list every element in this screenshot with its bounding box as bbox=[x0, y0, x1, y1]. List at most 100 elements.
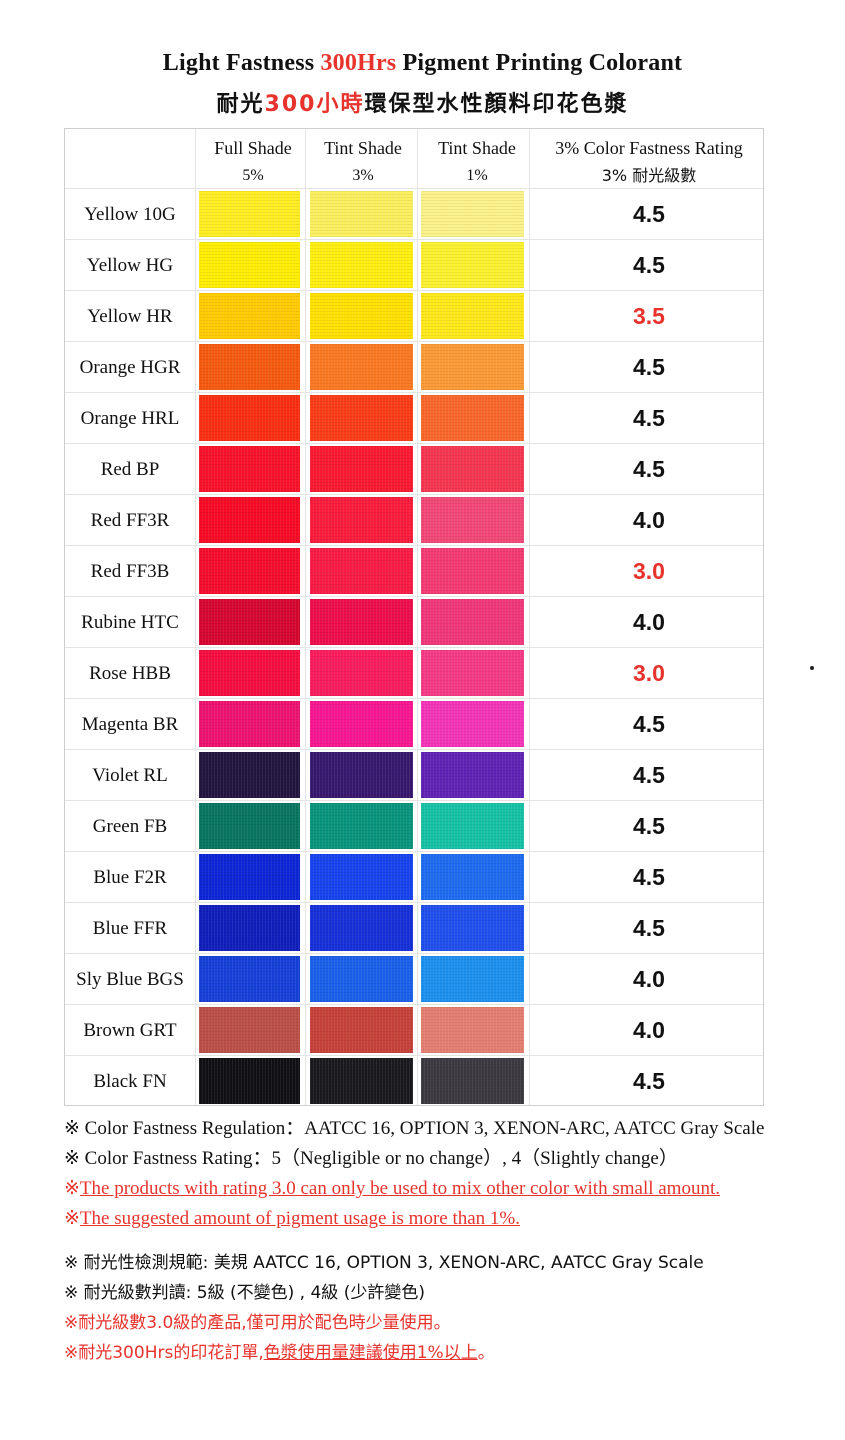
header-rating: 3% Color Fastness Rating 3% 耐光級數 bbox=[533, 134, 765, 194]
swatch-full-shade bbox=[199, 446, 300, 492]
title-zh-part1: 耐光 bbox=[216, 92, 265, 117]
table-row: Violet RL 4.5 bbox=[65, 750, 763, 801]
table-row: Red FF3R 4.0 bbox=[65, 495, 763, 546]
swatch-tint-1 bbox=[421, 191, 524, 237]
header-tint-shade-3-label: Tint Shade bbox=[324, 138, 402, 158]
column-divider bbox=[305, 129, 306, 1105]
fastness-rating: 4.5 bbox=[633, 252, 665, 278]
note-warning-usage: ※The suggested amount of pigment usage i… bbox=[64, 1204, 834, 1234]
swatch-full-shade bbox=[199, 497, 300, 543]
swatch-full-shade bbox=[199, 1058, 300, 1104]
title-en-part2: Pigment Printing Colorant bbox=[396, 50, 683, 76]
notes-section: ※ Color Fastness Regulation：AATCC 16, OP… bbox=[64, 1114, 834, 1368]
row-divider bbox=[65, 953, 763, 954]
swatch-tint-1 bbox=[421, 803, 524, 849]
swatch-full-shade bbox=[199, 956, 300, 1002]
swatch-tint-1 bbox=[421, 293, 524, 339]
swatch-tint-3 bbox=[310, 344, 413, 390]
swatch-tint-1 bbox=[421, 344, 524, 390]
fastness-rating: 4.0 bbox=[633, 507, 665, 533]
swatch-full-shade bbox=[199, 1007, 300, 1053]
swatch-tint-3 bbox=[310, 497, 413, 543]
fastness-rating: 4.5 bbox=[633, 864, 665, 890]
note-zh-warning-usage: ※耐光300Hrs的印花訂單,色漿使用量建議使用1%以上。 bbox=[64, 1338, 834, 1368]
header-full-shade-label: Full Shade bbox=[214, 138, 292, 158]
row-divider bbox=[65, 902, 763, 903]
row-divider bbox=[65, 647, 763, 648]
swatch-tint-3 bbox=[310, 293, 413, 339]
fastness-rating: 4.5 bbox=[633, 915, 665, 941]
fastness-rating: 4.5 bbox=[633, 354, 665, 380]
fastness-rating: 3.0 bbox=[633, 660, 665, 686]
row-divider bbox=[65, 698, 763, 699]
swatch-tint-3 bbox=[310, 701, 413, 747]
table-row: Green FB 4.5 bbox=[65, 801, 763, 852]
swatch-tint-3 bbox=[310, 650, 413, 696]
table-row: Orange HRL 4.5 bbox=[65, 393, 763, 444]
swatch-tint-3 bbox=[310, 905, 413, 951]
swatch-full-shade bbox=[199, 752, 300, 798]
header-tint-shade-3: Tint Shade 3% bbox=[305, 134, 421, 194]
row-divider bbox=[65, 239, 763, 240]
table-row: Rubine HTC 4.0 bbox=[65, 597, 763, 648]
fastness-rating: 4.5 bbox=[633, 711, 665, 737]
fastness-rating: 4.5 bbox=[633, 405, 665, 431]
colorant-name: Red BP bbox=[100, 459, 160, 480]
swatch-full-shade bbox=[199, 599, 300, 645]
header-tint-shade-1: Tint Shade 1% bbox=[419, 134, 535, 194]
colorant-name: Red FF3R bbox=[90, 510, 170, 531]
swatch-tint-1 bbox=[421, 1058, 524, 1104]
note-warning-mix-text: The products with rating 3.0 can only be… bbox=[79, 1178, 720, 1199]
fastness-table: Full Shade 5% Tint Shade 3% Tint Shade 1… bbox=[64, 128, 764, 1106]
swatch-tint-1 bbox=[421, 548, 524, 594]
table-row: Yellow 10G 4.5 bbox=[65, 189, 763, 240]
note-rating-scale: ※ Color Fastness Rating：5（Negligible or … bbox=[64, 1148, 678, 1169]
fastness-rating: 4.0 bbox=[633, 1017, 665, 1043]
swatch-full-shade bbox=[199, 650, 300, 696]
swatch-tint-3 bbox=[310, 446, 413, 492]
swatch-full-shade bbox=[199, 395, 300, 441]
colorant-name: Orange HGR bbox=[79, 357, 181, 378]
note-warning-usage-text: The suggested amount of pigment usage is… bbox=[79, 1208, 520, 1229]
swatch-tint-1 bbox=[421, 854, 524, 900]
header-full-shade: Full Shade 5% bbox=[195, 134, 311, 194]
table-row: Red BP 4.5 bbox=[65, 444, 763, 495]
row-divider bbox=[65, 1004, 763, 1005]
swatch-tint-3 bbox=[310, 191, 413, 237]
header-rating-label: 3% Color Fastness Rating bbox=[555, 138, 743, 158]
note-zh-warning-mix: ※耐光級數3.0級的產品,僅可用於配色時少量使用。 bbox=[64, 1313, 451, 1333]
colorant-name: Rose HBB bbox=[89, 663, 171, 684]
note-zh-usage-prefix: ※耐光300Hrs的印花訂單, bbox=[64, 1343, 264, 1363]
table-row: Orange HGR 4.5 bbox=[65, 342, 763, 393]
table-row: Brown GRT 4.0 bbox=[65, 1005, 763, 1056]
swatch-tint-3 bbox=[310, 752, 413, 798]
row-divider bbox=[65, 392, 763, 393]
note-zh-regulation: ※ 耐光性檢測規範: 美規 AATCC 16, OPTION 3, XENON-… bbox=[64, 1253, 704, 1273]
colorant-name: Violet RL bbox=[92, 765, 168, 786]
table-row: Sly Blue BGS 4.0 bbox=[65, 954, 763, 1005]
swatch-tint-1 bbox=[421, 242, 524, 288]
swatch-tint-3 bbox=[310, 242, 413, 288]
row-divider bbox=[65, 545, 763, 546]
fastness-rating: 4.5 bbox=[633, 456, 665, 482]
swatch-tint-3 bbox=[310, 1058, 413, 1104]
swatch-full-shade bbox=[199, 701, 300, 747]
row-divider bbox=[65, 443, 763, 444]
colorant-name: Yellow HG bbox=[86, 255, 174, 276]
colorant-name: Brown GRT bbox=[83, 1020, 177, 1041]
swatch-tint-1 bbox=[421, 1007, 524, 1053]
title-chinese: 耐光300小時環保型水性顏料印花色漿 bbox=[0, 86, 845, 118]
row-divider bbox=[65, 800, 763, 801]
header-full-shade-pct: 5% bbox=[242, 167, 264, 184]
swatch-tint-1 bbox=[421, 497, 524, 543]
swatch-tint-3 bbox=[310, 803, 413, 849]
column-divider bbox=[417, 129, 418, 1105]
swatch-full-shade bbox=[199, 293, 300, 339]
header-tint-shade-1-pct: 1% bbox=[466, 167, 488, 184]
swatch-tint-1 bbox=[421, 752, 524, 798]
header-tint-shade-3-pct: 3% bbox=[352, 167, 374, 184]
swatch-tint-3 bbox=[310, 854, 413, 900]
row-divider bbox=[65, 290, 763, 291]
colorant-name: Sly Blue BGS bbox=[76, 969, 184, 990]
swatch-full-shade bbox=[199, 548, 300, 594]
